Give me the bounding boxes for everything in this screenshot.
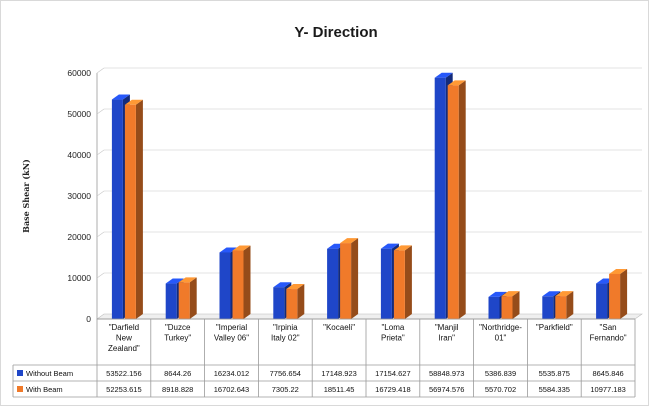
bar-with-beam [232,250,244,319]
table-value: 53522.156 [106,369,141,378]
gridline-diag [96,149,105,156]
category-label: "Manjil Iran" [435,323,459,343]
table-value: 5535.875 [539,369,570,378]
bar-with-beam-side [351,238,359,319]
table-value: 8644.26 [164,369,191,378]
bar-with-beam-top [124,99,143,105]
category-label: "Duzce Turkey" [164,323,191,343]
bar-with-beam-top [447,80,466,86]
bar-with-beam-top [178,277,197,283]
y-tick-label: 10000 [67,273,91,283]
table-value: 17154.627 [375,369,410,378]
bar-without-beam [488,296,500,319]
bar-without-beam [219,252,231,319]
bar-with-beam-side [189,277,197,319]
bar-with-beam-side [243,245,251,319]
bar-without-beam-top [111,94,130,100]
y-tick-label: 20000 [67,232,91,242]
bar-with-beam-side [297,284,305,319]
gridline-diag [96,272,105,279]
legend-without-beam-label: Without Beam [26,369,73,378]
category-label: "Irpinia Italy 02" [271,323,300,343]
bar-without-beam [434,77,446,319]
table-value: 16234.012 [214,369,249,378]
legend-with-beam-label: With Beam [26,385,63,394]
table-value: 52253.615 [106,385,141,394]
gridline-diag [96,190,105,197]
bar-without-beam-top [165,278,184,284]
bar-with-beam-top [609,268,628,274]
bar-without-beam-top [380,243,399,249]
bar-with-beam-side [512,291,520,319]
table-value: 16702.643 [214,385,249,394]
gridline-diag [96,231,105,238]
table-value: 10977.183 [590,385,625,394]
category-label: "Northridge-01" [479,323,522,343]
category-label: "Darfield New Zealand" [108,323,140,353]
category-label: "Imperial Valley 06" [214,323,249,343]
gridline-diag [96,67,105,74]
category-label: "Parkfield" [536,323,573,332]
table-value: 58848.973 [429,369,464,378]
bar-with-beam [609,273,621,319]
bar-without-beam [380,248,392,319]
table-value: 5570.702 [485,385,516,394]
table-value: 18511.45 [324,385,355,394]
bar-with-beam [555,296,567,319]
bar-without-beam [273,287,285,319]
y-tick-label: 50000 [67,109,91,119]
bar-without-beam-top [219,247,238,253]
bar-without-beam [165,283,177,319]
y-tick-label: 0 [86,314,91,324]
bar-with-beam-top [393,245,412,251]
bar-with-beam-top [340,238,359,244]
bar-with-beam-side [458,80,466,319]
table-value: 17148.923 [321,369,356,378]
table-value: 7756.654 [270,369,301,378]
table-value: 5386.839 [485,369,516,378]
table-value: 56974.576 [429,385,464,394]
bar-without-beam-top [542,291,561,297]
bar-with-beam [124,104,136,319]
bar-with-beam [340,243,352,319]
chart-title: Y- Direction [294,24,377,41]
bar-without-beam [542,296,554,319]
legend-without-beam-swatch [17,370,23,376]
bar-with-beam [178,282,190,319]
bar-without-beam [596,283,608,319]
table-value: 7305.22 [272,385,299,394]
category-label: "Loma Prieta" [381,323,405,343]
bar-without-beam-top [434,72,453,78]
bar-without-beam-top [273,282,292,288]
bar-with-beam-top [286,284,305,290]
bar-with-beam [447,85,459,319]
y-tick-label: 40000 [67,150,91,160]
table-value: 16729.418 [375,385,410,394]
table-value: 5584.335 [539,385,570,394]
bar-with-beam-top [232,245,251,251]
table-value: 8918.828 [162,385,193,394]
y-tick-label: 60000 [67,68,91,78]
bar-with-beam-top [501,291,520,297]
y-tick-label: 30000 [67,191,91,201]
bar-with-beam-side [620,268,628,319]
bar-without-beam [327,248,339,319]
category-label: "Kocaeli" [323,323,355,332]
bar-with-beam-top [555,291,574,297]
bar-with-beam [501,296,513,319]
bar-with-beam [393,250,405,319]
bar-with-beam-side [135,99,143,319]
gridline-diag [96,108,105,115]
y-axis-label: Base Shear (kN) [21,159,31,233]
category-label: "San Fernando" [590,323,627,343]
bar-with-beam-side [566,291,574,319]
bar-with-beam-side [404,245,412,319]
bar-without-beam [111,99,123,319]
table-value: 8645.846 [592,369,623,378]
bar-with-beam [286,289,298,319]
legend-with-beam-swatch [17,386,23,392]
bar-without-beam-top [488,291,507,297]
